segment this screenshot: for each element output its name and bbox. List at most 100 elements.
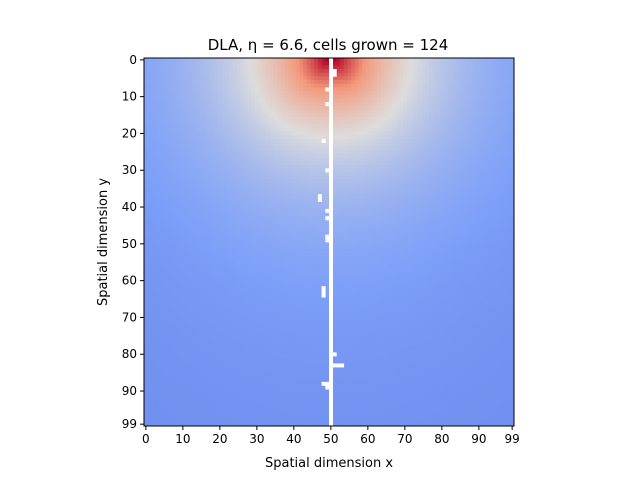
heatmap-cell xyxy=(325,201,330,206)
heatmap-cell xyxy=(199,98,204,103)
heatmap-cell xyxy=(155,113,160,118)
heatmap-cell xyxy=(417,87,422,92)
heatmap-cell xyxy=(417,208,422,214)
heatmap-cell xyxy=(306,87,311,92)
heatmap-cell xyxy=(484,197,489,203)
heatmap-cell xyxy=(295,157,300,162)
heatmap-cell xyxy=(258,98,263,103)
heatmap-cell xyxy=(347,58,352,63)
heatmap-cell xyxy=(406,186,411,191)
heatmap-cell xyxy=(166,238,171,243)
heatmap-cell xyxy=(247,135,252,140)
heatmap-cell xyxy=(406,58,411,63)
heatmap-cell xyxy=(295,227,300,232)
heatmap-cell xyxy=(221,138,226,144)
heatmap-cell xyxy=(218,183,223,188)
heatmap-cell xyxy=(314,212,319,217)
heatmap-cell xyxy=(277,190,282,195)
heatmap-cell xyxy=(158,105,163,111)
heatmap-cell xyxy=(306,205,311,210)
heatmap-cell xyxy=(399,58,404,63)
heatmap-cell xyxy=(247,109,252,114)
heatmap-cell xyxy=(502,142,508,147)
heatmap-cell xyxy=(229,153,234,158)
heatmap-cell xyxy=(447,98,452,103)
heatmap-cell xyxy=(192,205,197,210)
heatmap-cell xyxy=(399,227,404,232)
heatmap-cell xyxy=(403,172,408,177)
heatmap-cell xyxy=(477,186,482,191)
heatmap-cell xyxy=(195,161,200,166)
heatmap-cell xyxy=(181,91,186,96)
heatmap-cell xyxy=(206,208,212,214)
heatmap-cell xyxy=(206,61,212,66)
heatmap-cell xyxy=(502,230,508,236)
heatmap-cell xyxy=(388,201,393,206)
heatmap-cell xyxy=(306,175,311,180)
heatmap-cell xyxy=(440,65,445,70)
heatmap-cell xyxy=(391,102,397,107)
heatmap-cell xyxy=(262,234,267,239)
heatmap-cell xyxy=(292,146,297,151)
heatmap-cell xyxy=(151,219,156,225)
heatmap-cell xyxy=(269,194,274,199)
heatmap-cell xyxy=(465,179,471,184)
heatmap-cell xyxy=(462,150,467,155)
heatmap-cell xyxy=(314,127,319,133)
heatmap-cell xyxy=(225,223,230,228)
heatmap-cell xyxy=(377,72,382,77)
heatmap-cell xyxy=(469,116,474,122)
heatmap-cell xyxy=(410,113,415,118)
heatmap-cell xyxy=(484,186,489,191)
heatmap-cell xyxy=(395,109,400,114)
heatmap-cell xyxy=(332,120,337,125)
heatmap-cell xyxy=(332,164,337,169)
heatmap-cell xyxy=(144,219,149,225)
heatmap-cell xyxy=(288,212,293,217)
heatmap-cell xyxy=(214,69,219,74)
heatmap-cell xyxy=(218,65,223,70)
heatmap-cell xyxy=(502,234,508,239)
heatmap-cell xyxy=(428,127,434,133)
heatmap-cell xyxy=(436,164,441,169)
heatmap-cell xyxy=(417,113,422,118)
heatmap-cell xyxy=(432,146,437,151)
heatmap-cell xyxy=(373,197,378,203)
heatmap-cell xyxy=(262,124,267,129)
heatmap-cell xyxy=(221,120,226,125)
heatmap-cell xyxy=(484,146,489,151)
heatmap-cell xyxy=(292,80,297,85)
heatmap-cell xyxy=(236,157,241,162)
heatmap-cell xyxy=(277,65,282,70)
heatmap-cell xyxy=(144,135,149,140)
heatmap-cell xyxy=(354,223,360,228)
heatmap-cell xyxy=(177,208,182,214)
heatmap-cell xyxy=(465,168,471,173)
heatmap-cell xyxy=(258,65,263,70)
heatmap-cell xyxy=(414,223,419,228)
heatmap-cell xyxy=(384,216,389,221)
heatmap-cell xyxy=(251,124,256,129)
heatmap-cell xyxy=(229,146,234,151)
heatmap-cell xyxy=(491,179,496,184)
heatmap-cell xyxy=(373,76,378,81)
heatmap-cell xyxy=(506,197,511,203)
heatmap-cell xyxy=(358,223,363,228)
heatmap-cell xyxy=(351,164,356,169)
heatmap-cell xyxy=(325,153,330,158)
heatmap-cell xyxy=(284,153,289,158)
heatmap-cell xyxy=(410,157,415,162)
heatmap-cell xyxy=(280,124,286,129)
heatmap-cell xyxy=(425,113,430,118)
heatmap-cell xyxy=(417,234,422,239)
heatmap-cell xyxy=(173,113,178,118)
heatmap-cell xyxy=(277,230,282,236)
heatmap-cell xyxy=(317,69,323,74)
heatmap-cell xyxy=(510,109,515,114)
heatmap-cell xyxy=(317,76,323,81)
heatmap-cell xyxy=(151,183,156,188)
heatmap-cell xyxy=(266,102,271,107)
heatmap-cell xyxy=(417,157,422,162)
heatmap-cell xyxy=(491,124,496,129)
heatmap-cell xyxy=(477,94,482,99)
